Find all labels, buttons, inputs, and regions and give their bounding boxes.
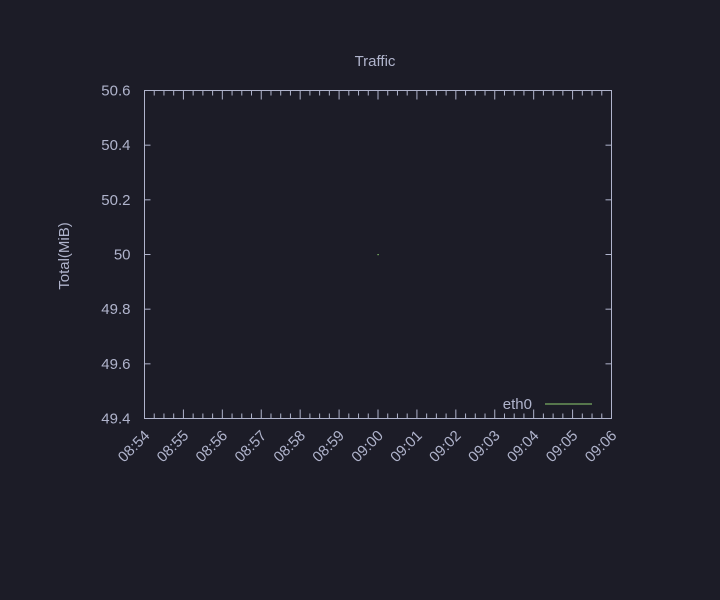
x-tick-label-12: 09:06 xyxy=(582,427,621,466)
x-tick-label-3: 08:57 xyxy=(232,427,271,466)
legend: eth0 xyxy=(503,396,592,413)
y-tick-label-0: 49.4 xyxy=(101,411,130,428)
chart-title: Traffic xyxy=(355,53,396,70)
data-point-eth0-0 xyxy=(377,254,379,256)
x-tick-label-7: 09:01 xyxy=(387,427,426,466)
y-tick-label-5: 50.4 xyxy=(101,137,130,154)
x-tick-label-4: 08:58 xyxy=(270,427,309,466)
y-tick-label-6: 50.6 xyxy=(101,83,130,100)
x-tick-label-10: 09:04 xyxy=(504,427,543,466)
x-tick-label-1: 08:55 xyxy=(154,427,193,466)
series-layer xyxy=(377,254,379,256)
y-tick-label-3: 50 xyxy=(114,247,131,264)
y-tick-label-2: 49.8 xyxy=(101,301,130,318)
x-tick-label-0: 08:54 xyxy=(115,427,154,466)
y-axis: 49.4 49.6 49.8 50 50.2 50.4 50.6 xyxy=(101,83,612,428)
y-axis-label: Total(MiB) xyxy=(56,222,73,290)
x-tick-label-9: 09:03 xyxy=(465,427,504,466)
x-tick-label-6: 09:00 xyxy=(348,427,387,466)
y-tick-label-1: 49.6 xyxy=(101,356,130,373)
x-tick-label-2: 08:56 xyxy=(193,427,232,466)
legend-label-eth0: eth0 xyxy=(503,396,532,413)
x-tick-label-8: 09:02 xyxy=(426,427,465,466)
x-tick-label-11: 09:05 xyxy=(543,427,582,466)
x-tick-label-5: 08:59 xyxy=(309,427,348,466)
x-axis: 08:54 08:55 08:56 08:57 08:58 08:59 09:00 09:01… xyxy=(115,90,621,466)
y-tick-label-4: 50.2 xyxy=(101,192,130,209)
